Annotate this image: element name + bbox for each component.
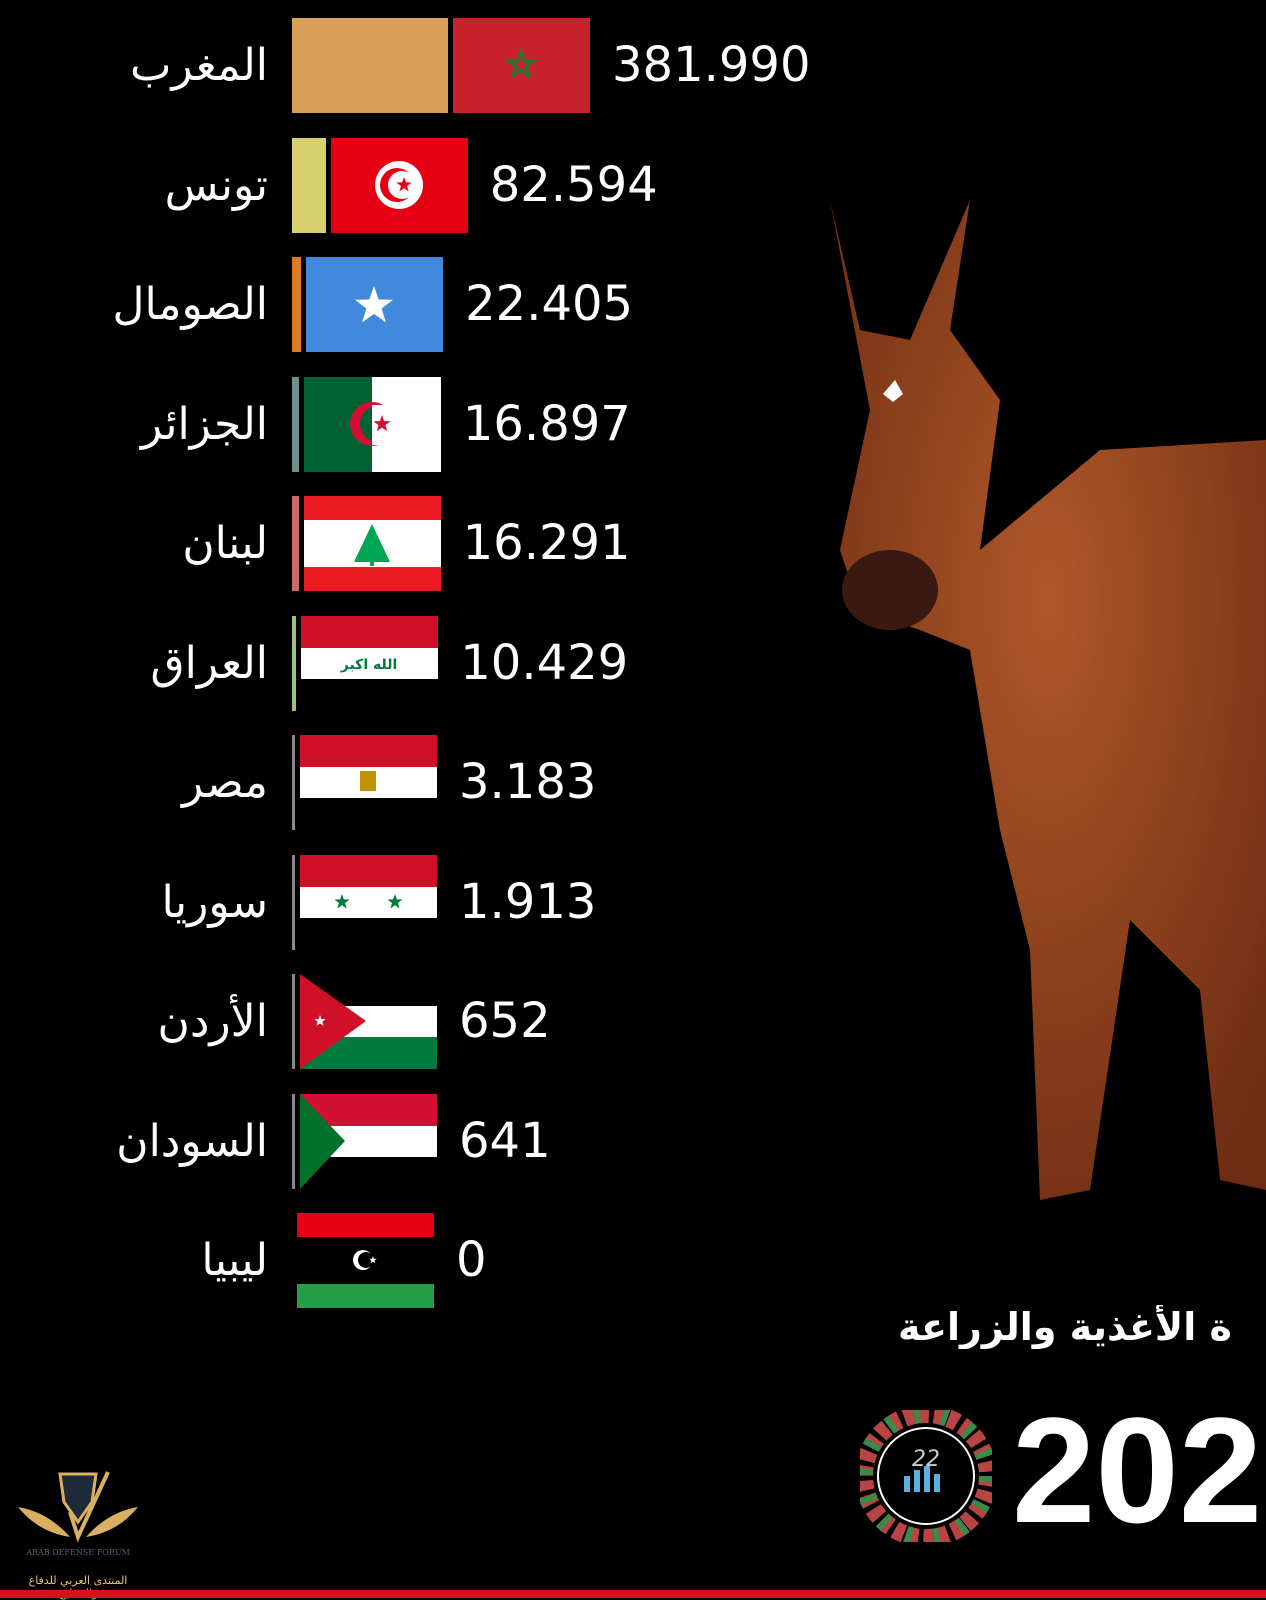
value-label: 0 [456, 1232, 487, 1288]
bar-lebanon [292, 496, 299, 591]
value-label: 3.183 [459, 754, 597, 810]
value-label: 82.594 [489, 156, 658, 213]
bar-iraq [292, 615, 297, 711]
value-label: 381.990 [612, 37, 811, 93]
bar-algeria [292, 376, 299, 472]
tunisia-flag-icon [330, 137, 468, 233]
arab-defense-forum-logo [18, 1471, 138, 1543]
value-label: 16.291 [462, 515, 631, 571]
footer-red-line [0, 1590, 1266, 1598]
country-label: لبنان [182, 518, 268, 569]
bar-morocco [292, 18, 448, 113]
egypt-flag-icon [300, 735, 437, 830]
value-label: 22.405 [465, 276, 634, 332]
bar-somalia [292, 257, 302, 352]
value-label: 10.429 [460, 634, 629, 691]
country-label: سوريا [161, 876, 269, 928]
country-label: الجزائر [140, 398, 268, 450]
algeria-flag-icon [303, 376, 441, 472]
year-label: 202 [1012, 1386, 1263, 1554]
country-label: العراق [150, 637, 269, 689]
value-label: 652 [459, 993, 551, 1049]
sudan-flag-icon [300, 1093, 437, 1189]
channel-logo: 22 [860, 1410, 992, 1542]
value-label: 641 [459, 1112, 551, 1169]
jordan-flag-icon [300, 974, 437, 1069]
bar-egypt [292, 735, 295, 830]
country-label: المغرب [130, 40, 268, 91]
watermark-english: ARAB DEFENSE FORUM [26, 1548, 130, 1557]
chart-subtitle: ة الأغذية والزراعة [898, 1305, 1232, 1349]
country-label: مصر [181, 757, 268, 808]
country-label: تونس [164, 159, 268, 211]
lebanon-flag-icon [303, 496, 441, 591]
morocco-flag-icon [453, 18, 590, 113]
country-label: الصومال [112, 279, 268, 330]
svg-text:الله اكبر: الله اكبر [340, 657, 398, 673]
somalia-flag-icon [306, 257, 444, 352]
horse-image [830, 200, 1266, 1200]
libya-flag-icon [297, 1213, 434, 1308]
bar-jordan [292, 974, 295, 1069]
bar-tunisia [292, 137, 326, 233]
syria-flag-icon [300, 854, 437, 950]
country-label: السودان [116, 1115, 268, 1167]
bar-syria [292, 854, 295, 950]
value-label: 1.913 [459, 873, 597, 930]
country-label: الأردن [157, 996, 268, 1047]
country-label: ليبيا [201, 1235, 268, 1286]
value-label: 16.897 [462, 395, 631, 452]
bar-sudan [292, 1093, 295, 1189]
iraq-flag-icon: الله اكبر [301, 615, 439, 711]
